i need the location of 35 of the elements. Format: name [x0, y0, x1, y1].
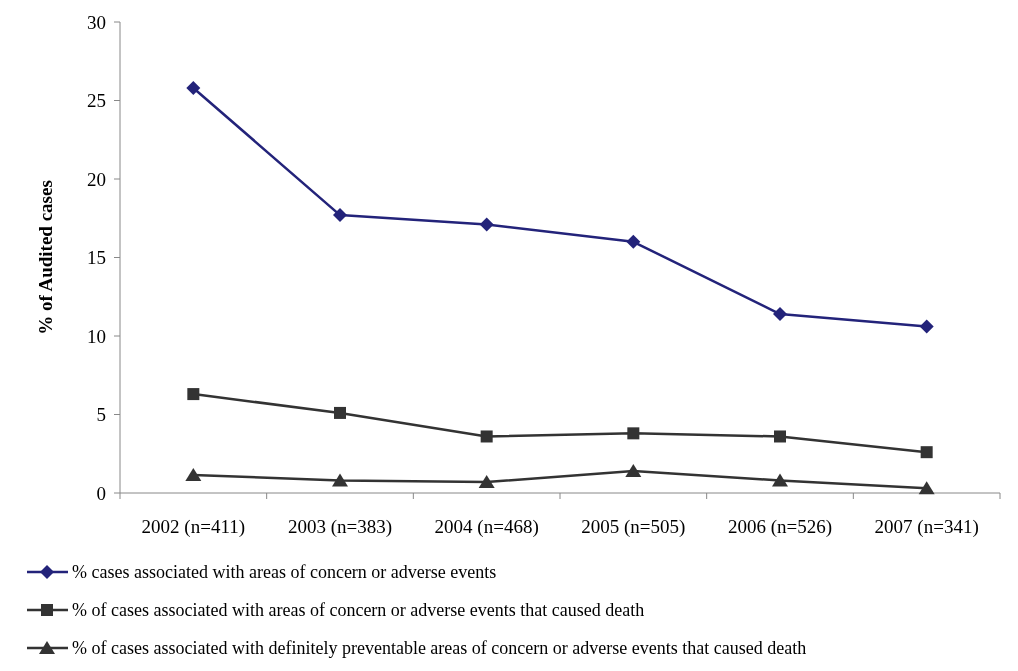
y-tick-label: 0 [96, 482, 106, 504]
y-tick-label: 15 [87, 247, 106, 269]
legend-label: % of cases associated with definitely preventable areas of concern or adverse events that caused death [72, 638, 807, 659]
point [479, 217, 494, 232]
x-tick-label: 2003 (n=383) [287, 516, 393, 538]
point [480, 430, 493, 443]
y-tick-label: 20 [87, 168, 106, 190]
point [332, 473, 348, 487]
point [185, 467, 202, 481]
point [187, 388, 200, 401]
y-tick-label: 10 [87, 325, 106, 347]
y-tick-label: 25 [87, 90, 106, 112]
point [774, 430, 786, 443]
point [772, 473, 788, 487]
point [773, 307, 787, 322]
point [334, 406, 346, 419]
y-tick-label: 5 [96, 404, 106, 426]
x-tick-label: 2005 (n=505) [581, 516, 686, 538]
point [626, 234, 641, 249]
legend-label: % cases associated with areas of concern or adverse events [72, 562, 497, 583]
point [627, 427, 640, 440]
point [333, 208, 347, 223]
point [918, 481, 935, 495]
point [625, 464, 642, 478]
point [920, 446, 933, 459]
x-tick-label: 2002 (n=411) [141, 516, 246, 538]
y-tick-label: 30 [87, 11, 106, 33]
point [478, 475, 495, 489]
x-tick-label: 2006 (n=526) [727, 516, 833, 538]
point [186, 80, 201, 95]
point [919, 319, 934, 334]
legend-label: % of cases associated with areas of concern or adverse events that caused death [72, 600, 645, 621]
x-tick-label: 2004 (n=468) [434, 516, 539, 538]
x-tick-label: 2007 (n=341) [874, 516, 979, 538]
y-axis-title: % of Audited cases [35, 180, 56, 335]
